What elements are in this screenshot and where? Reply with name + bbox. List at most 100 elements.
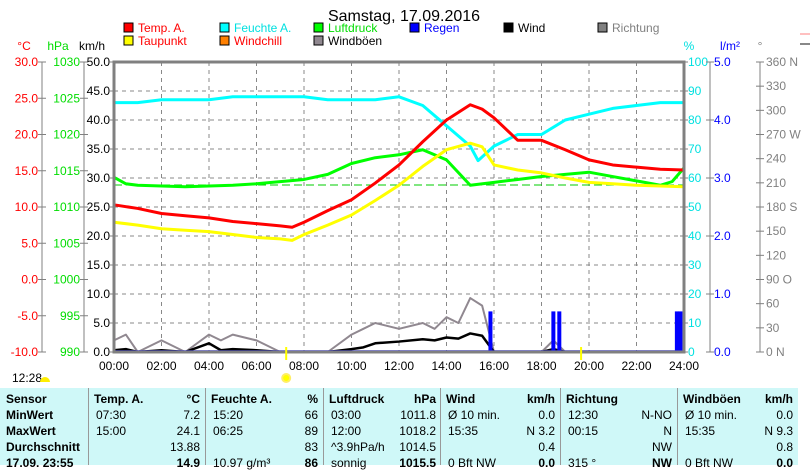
temp-tick-label: 0.0 [21, 273, 38, 287]
wind-tick-label: 25.0 [87, 200, 111, 214]
humidity-tick-label: 50 [688, 200, 702, 214]
table-cell: 0.0 [538, 456, 555, 470]
table-cell: 0.4 [538, 440, 555, 454]
legend-swatch [410, 23, 419, 32]
table-cell: 10.97 g/m³ [213, 456, 270, 470]
table-cell: Wind [446, 392, 475, 406]
wind-tick-label: 35.0 [87, 142, 111, 156]
direction-tick-label: 240 [766, 152, 786, 166]
rain-bar [551, 311, 555, 352]
time-tick-label: 24:00 [669, 359, 699, 373]
pressure-tick-label: 1015 [53, 164, 80, 178]
table-cell: 14.9 [177, 456, 200, 470]
time-tick-label: 04:00 [194, 359, 224, 373]
time-tick-label: 10:00 [336, 359, 366, 373]
rain-tick-label: 0.0 [714, 345, 731, 359]
table-cell: Richtung [566, 392, 618, 406]
pressure-tick-label: 1020 [53, 128, 80, 142]
rain-tick-label: 3.0 [714, 171, 731, 185]
pressure-tick-label: 1000 [53, 273, 80, 287]
table-cell: 15:35 [685, 424, 715, 438]
direction-tick-label: 330 [766, 79, 786, 93]
rain-bar [557, 311, 561, 352]
rain-tick-label: 2.0 [714, 229, 731, 243]
time-tick-label: 08:00 [289, 359, 319, 373]
direction-tick-label: 150 [766, 224, 786, 238]
legend-swatch [504, 23, 513, 32]
temp-tick-label: 5.0 [21, 236, 38, 250]
pressure-tick-label: 1030 [53, 55, 80, 69]
table-cell: 0.0 [538, 408, 555, 422]
pressure-tick-label: 1005 [53, 236, 80, 250]
table-cell: 1011.8 [400, 408, 436, 422]
time-tick-label: 06:00 [241, 359, 271, 373]
table-cell: 15:00 [96, 424, 126, 438]
legend-label: Richtung [612, 21, 659, 35]
table-cell: km/h [527, 392, 555, 406]
table-cell: 15:35 [448, 424, 478, 438]
temp-tick-label: 25.0 [15, 91, 39, 105]
temp-tick-label: 30.0 [15, 55, 39, 69]
legend-swatch [220, 36, 229, 45]
temp-tick-label: 10.0 [15, 200, 39, 214]
table-cell: NW [652, 456, 672, 470]
direction-tick-label: 0 N [766, 345, 785, 359]
table-cell: 00:15 [568, 424, 598, 438]
humidity-tick-label: 40 [688, 229, 702, 243]
table-cell: 0.0 [776, 408, 793, 422]
time-tick-label: 18:00 [526, 359, 556, 373]
temp-tick-label: 20.0 [15, 128, 39, 142]
humidity-tick-label: 100 [688, 55, 708, 69]
temp-axis-unit: °C [17, 39, 31, 53]
legend-swatch [220, 23, 229, 32]
table-cell: 83 [305, 440, 318, 454]
table-cell: 13.88 [170, 440, 200, 454]
pressure-tick-label: 990 [60, 345, 80, 359]
table-cell: hPa [414, 392, 436, 406]
table-cell: ^3.9hPa/h [331, 440, 385, 454]
table-cell: Durchschnitt [6, 440, 80, 454]
humidity-tick-label: 20 [688, 287, 702, 301]
direction-tick-label: 210 [766, 176, 786, 190]
table-cell: 17.09. 23:55 [6, 456, 73, 470]
table-cell: 66 [305, 408, 318, 422]
legend-label: Temp. A. [138, 21, 185, 35]
table-cell: % [307, 392, 318, 406]
table-cell: NW [652, 440, 672, 454]
table-cell: Ø 10 min. [685, 408, 737, 422]
time-tick-label: 16:00 [479, 359, 509, 373]
pressure-axis-unit: hPa [47, 39, 69, 53]
table-cell: 03:00 [331, 408, 361, 422]
table-cell: 7.2 [183, 408, 200, 422]
direction-tick-label: 270 W [766, 128, 801, 142]
table-cell: 0 Bft NW [448, 456, 496, 470]
direction-tick-label: 180 S [766, 200, 797, 214]
table-cell: Sensor [6, 392, 47, 406]
direction-tick-label: 120 [766, 248, 786, 262]
column-divider [440, 388, 441, 465]
column-divider [88, 388, 89, 465]
table-cell: Windböen [683, 392, 741, 406]
weather-chart: Samstag, 17.09.2016 Temp. A.Feuchte A.Lu… [0, 0, 810, 388]
legend-swatch [124, 23, 133, 32]
legend-label: Feuchte A. [234, 21, 291, 35]
legend-label: Wind [518, 21, 545, 35]
humidity-tick-label: 30 [688, 258, 702, 272]
time-tick-label: 02:00 [146, 359, 176, 373]
wind-tick-label: 40.0 [87, 113, 111, 127]
legend-label: Taupunkt [138, 34, 187, 48]
rain-bar [488, 311, 492, 352]
temp-tick-label: -10.0 [11, 345, 39, 359]
temp-tick-label: -5.0 [17, 309, 38, 323]
pressure-tick-label: 1010 [53, 200, 80, 214]
wind-tick-label: 20.0 [87, 229, 111, 243]
moon-time: 12:28 [12, 371, 42, 385]
table-cell: Temp. A. [94, 392, 143, 406]
legend-label: Windchill [234, 34, 282, 48]
direction-axis-unit: ° [758, 39, 763, 53]
column-divider [323, 388, 324, 465]
table-cell: 1015.5 [399, 456, 436, 470]
legend-label: Luftdruck [328, 21, 378, 35]
table-cell: 89 [305, 424, 318, 438]
